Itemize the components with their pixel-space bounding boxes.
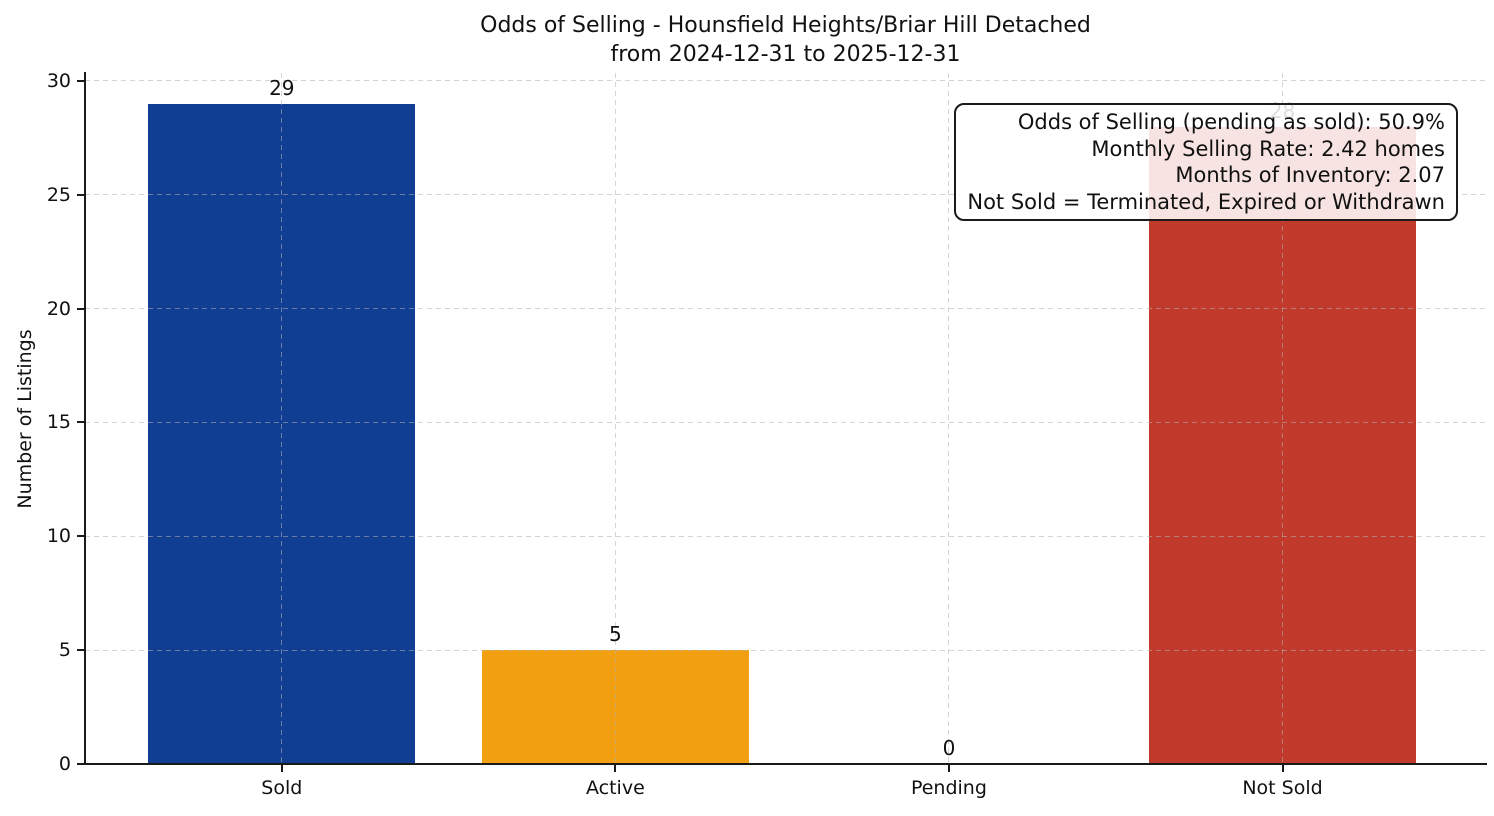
gridline-horizontal bbox=[85, 535, 1486, 537]
annotation-line-months-of-inventory: Months of Inventory: 2.07 bbox=[1175, 163, 1445, 187]
x-tick-label-not-sold: Not Sold bbox=[1242, 777, 1323, 799]
gridline-horizontal bbox=[85, 80, 1486, 82]
gridline-vertical bbox=[614, 73, 616, 764]
gridline-vertical bbox=[281, 73, 283, 764]
chart-title-line2: from 2024-12-31 to 2025-12-31 bbox=[610, 42, 961, 67]
x-tick-mark bbox=[1281, 764, 1284, 772]
y-tick-mark bbox=[77, 535, 85, 538]
y-tick-mark bbox=[77, 193, 85, 196]
y-tick-label: 20 bbox=[46, 297, 71, 320]
chart-title: Odds of Selling - Hounsfield Heights/Bri… bbox=[85, 11, 1486, 69]
x-tick-label-sold: Sold bbox=[261, 777, 303, 799]
y-tick-label: 30 bbox=[46, 69, 71, 92]
y-tick-label: 10 bbox=[46, 525, 71, 548]
gridline-horizontal bbox=[85, 308, 1486, 310]
y-axis-spine bbox=[84, 72, 86, 765]
gridline-horizontal bbox=[85, 421, 1486, 423]
y-tick-label: 25 bbox=[46, 183, 71, 206]
annotation-box: Odds of Selling (pending as sold): 50.9%… bbox=[954, 103, 1458, 221]
y-tick-mark bbox=[77, 307, 85, 310]
y-tick-label: 5 bbox=[58, 639, 71, 662]
chart-title-line1: Odds of Selling - Hounsfield Heights/Bri… bbox=[480, 13, 1091, 38]
y-tick-mark bbox=[77, 421, 85, 424]
y-tick-label: 0 bbox=[58, 753, 71, 775]
gridline-horizontal bbox=[85, 649, 1486, 651]
y-tick-mark bbox=[77, 763, 85, 765]
x-tick-mark bbox=[614, 764, 617, 772]
gridline-vertical bbox=[948, 73, 950, 764]
gridline-horizontal bbox=[85, 194, 1486, 196]
x-tick-mark bbox=[280, 764, 283, 772]
y-tick-label: 15 bbox=[46, 411, 71, 434]
bar-value-label-pending: 0 bbox=[942, 736, 956, 760]
x-tick-label-active: Active bbox=[585, 777, 645, 799]
y-tick-mark bbox=[77, 649, 85, 652]
annotation-line-not-sold-definition: Not Sold = Terminated, Expired or Withdr… bbox=[967, 189, 1445, 214]
annotation-line-odds-of-selling: Odds of Selling (pending as sold): 50.9% bbox=[1017, 110, 1445, 134]
x-axis-spine bbox=[84, 763, 1487, 765]
x-tick-label-pending: Pending bbox=[910, 777, 987, 799]
gridline-vertical bbox=[1282, 73, 1284, 764]
y-tick-mark bbox=[77, 79, 85, 82]
annotation-line-monthly-selling-rate: Monthly Selling Rate: 2.42 homes bbox=[1091, 136, 1445, 161]
bar-value-label-active: 5 bbox=[609, 622, 622, 647]
bar-value-label-sold: 29 bbox=[269, 75, 295, 100]
x-tick-mark bbox=[947, 764, 950, 772]
